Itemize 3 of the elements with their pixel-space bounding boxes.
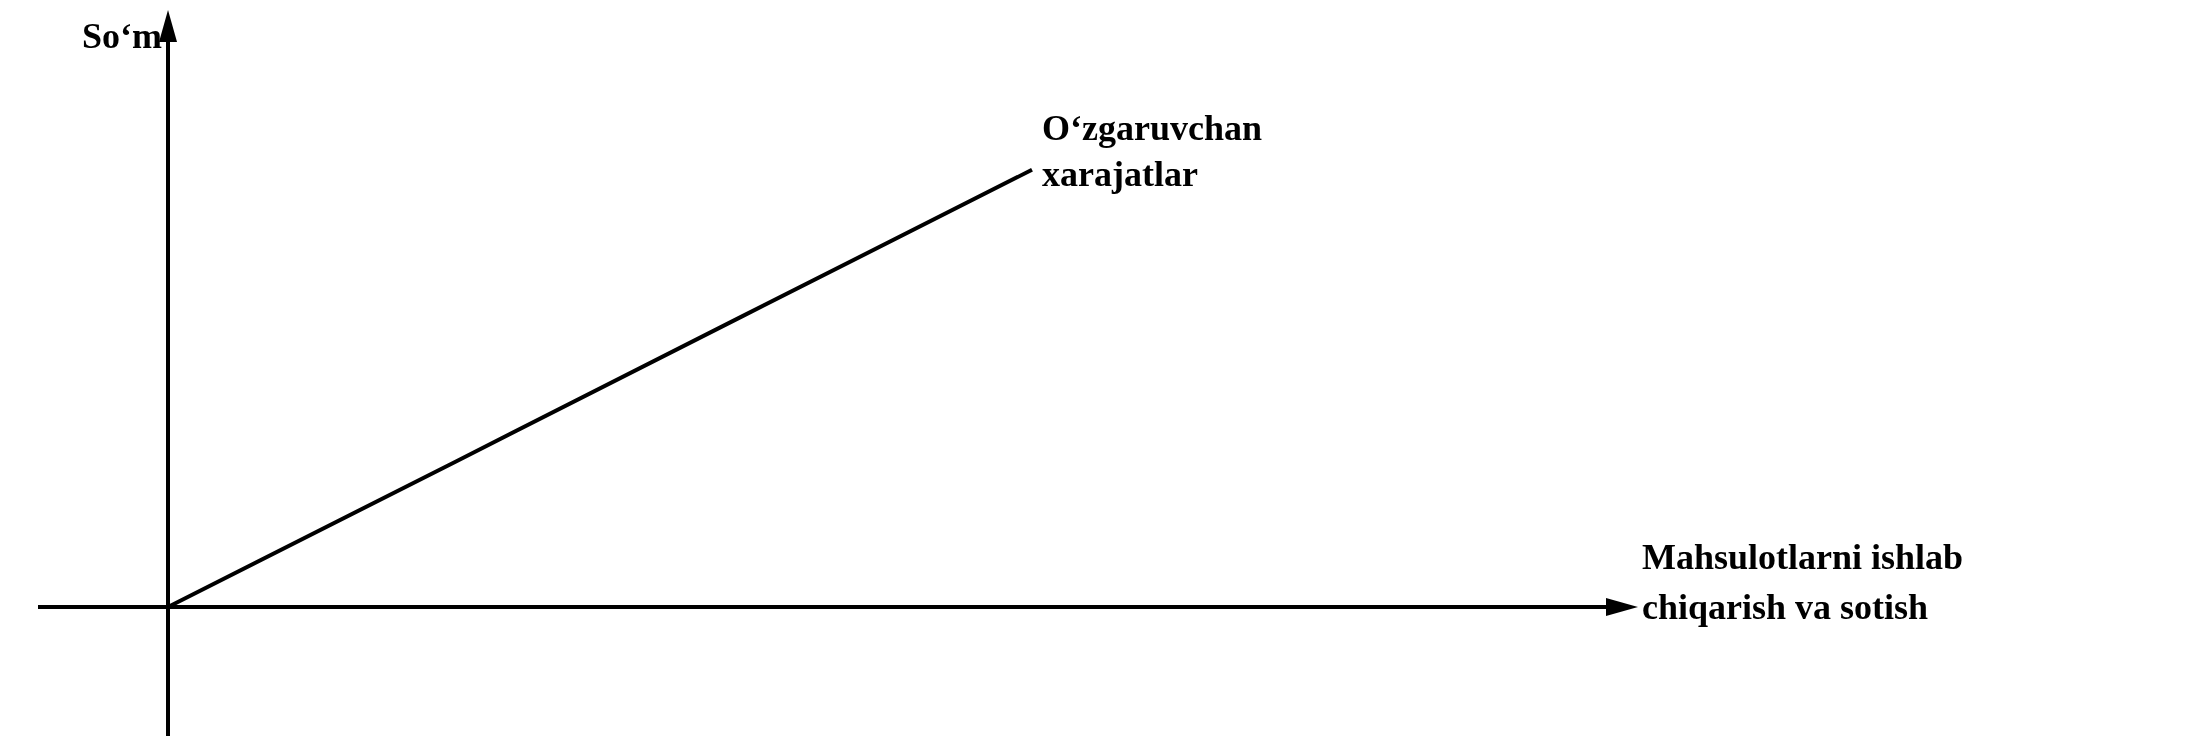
y-axis-title: So‘m [82,16,163,56]
series-label: O‘zgaruvchan xarajatlar [1042,107,1262,194]
x-axis-title: Mahsulotlarni ishlab chiqarish va sotish [1642,537,1964,628]
